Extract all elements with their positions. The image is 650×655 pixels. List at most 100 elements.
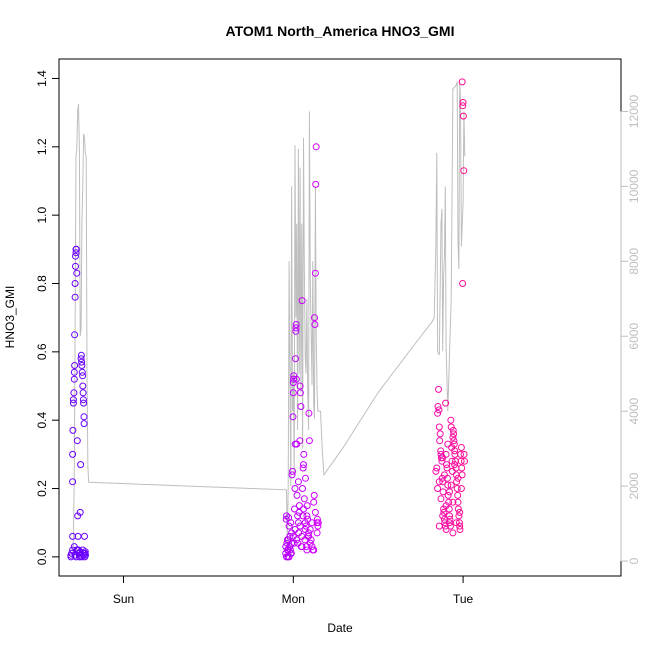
x-axis-label: Date xyxy=(327,621,353,635)
data-point xyxy=(311,508,319,516)
data-point xyxy=(301,526,309,533)
data-point xyxy=(306,539,314,547)
data-point xyxy=(80,413,88,421)
altitude-line-layer xyxy=(72,81,466,559)
data-point xyxy=(291,526,299,533)
data-point xyxy=(435,423,443,431)
data-point xyxy=(72,553,80,561)
data-point xyxy=(72,262,79,270)
data-point xyxy=(439,512,447,520)
data-point xyxy=(294,478,302,486)
data-point xyxy=(450,430,458,438)
y-tick-label: 0.8 xyxy=(35,275,49,292)
data-point xyxy=(73,269,81,277)
data-point xyxy=(78,358,86,366)
data-point xyxy=(295,502,303,510)
data-point xyxy=(74,546,82,554)
data-point xyxy=(292,375,300,383)
data-point xyxy=(435,478,443,486)
data-point xyxy=(444,491,452,499)
data-point xyxy=(310,498,318,506)
data-point xyxy=(80,420,88,428)
right-axis: 0 2000 4000 6000 8000 10000 12000 xyxy=(620,94,641,564)
data-point xyxy=(457,444,465,451)
data-point xyxy=(296,382,304,390)
data-point xyxy=(69,478,77,486)
data-point xyxy=(456,526,464,533)
data-point xyxy=(299,512,307,520)
data-point xyxy=(435,406,443,414)
data-point xyxy=(305,437,313,445)
data-point xyxy=(77,355,85,363)
data-point xyxy=(72,245,80,253)
data-point xyxy=(299,464,307,472)
data-point xyxy=(286,546,294,554)
data-point xyxy=(459,280,467,287)
data-point xyxy=(78,368,86,376)
data-point xyxy=(294,519,302,527)
y2-tick-label: 0 xyxy=(627,557,641,564)
y-tick-label: 0.2 xyxy=(35,480,49,497)
data-point xyxy=(447,423,455,431)
data-point xyxy=(439,454,447,462)
data-point xyxy=(69,399,77,407)
data-point xyxy=(439,478,447,486)
data-point xyxy=(455,519,463,527)
data-point xyxy=(459,102,467,110)
data-point xyxy=(79,382,87,390)
data-point xyxy=(293,491,301,499)
data-point xyxy=(291,485,299,492)
data-point xyxy=(298,543,306,551)
data-point xyxy=(285,553,293,561)
y-tick-label: 1.4 xyxy=(35,70,49,87)
data-point xyxy=(458,78,466,86)
data-point xyxy=(432,467,440,475)
data-point xyxy=(458,471,466,479)
data-point xyxy=(286,543,294,551)
data-point xyxy=(288,471,296,479)
data-point xyxy=(442,502,450,510)
x-tick-label: Mon xyxy=(282,592,305,606)
data-point xyxy=(79,396,87,404)
data-point xyxy=(71,280,79,287)
data-point xyxy=(69,450,77,458)
data-point xyxy=(454,491,462,499)
data-point xyxy=(305,532,313,540)
data-point xyxy=(450,437,458,445)
data-point xyxy=(76,508,84,516)
data-point xyxy=(313,515,321,523)
data-point xyxy=(434,409,442,417)
data-point xyxy=(447,416,455,424)
data-point xyxy=(292,355,299,363)
data-point xyxy=(287,549,295,557)
data-point xyxy=(283,512,290,520)
data-point xyxy=(461,457,468,465)
x-tick-label: Sun xyxy=(113,592,134,606)
data-point xyxy=(444,440,452,448)
data-point xyxy=(299,485,306,492)
data-point xyxy=(451,447,459,455)
data-point xyxy=(435,522,443,530)
data-point xyxy=(71,293,79,301)
data-point xyxy=(314,522,322,530)
data-point xyxy=(81,532,88,540)
data-point xyxy=(437,450,445,458)
data-point xyxy=(440,508,448,516)
data-point xyxy=(70,389,78,397)
data-point xyxy=(297,403,305,410)
data-point xyxy=(300,505,307,513)
data-point xyxy=(440,471,448,479)
data-point xyxy=(288,539,296,547)
data-point xyxy=(69,426,77,434)
data-point xyxy=(306,526,314,533)
data-point xyxy=(69,396,77,404)
data-point xyxy=(437,495,445,503)
data-point xyxy=(292,321,300,328)
data-point xyxy=(296,389,304,397)
data-point xyxy=(434,485,442,492)
data-point xyxy=(302,474,309,482)
data-point xyxy=(287,519,295,527)
data-point xyxy=(455,512,463,520)
y-tick-label: 1.2 xyxy=(35,138,49,155)
